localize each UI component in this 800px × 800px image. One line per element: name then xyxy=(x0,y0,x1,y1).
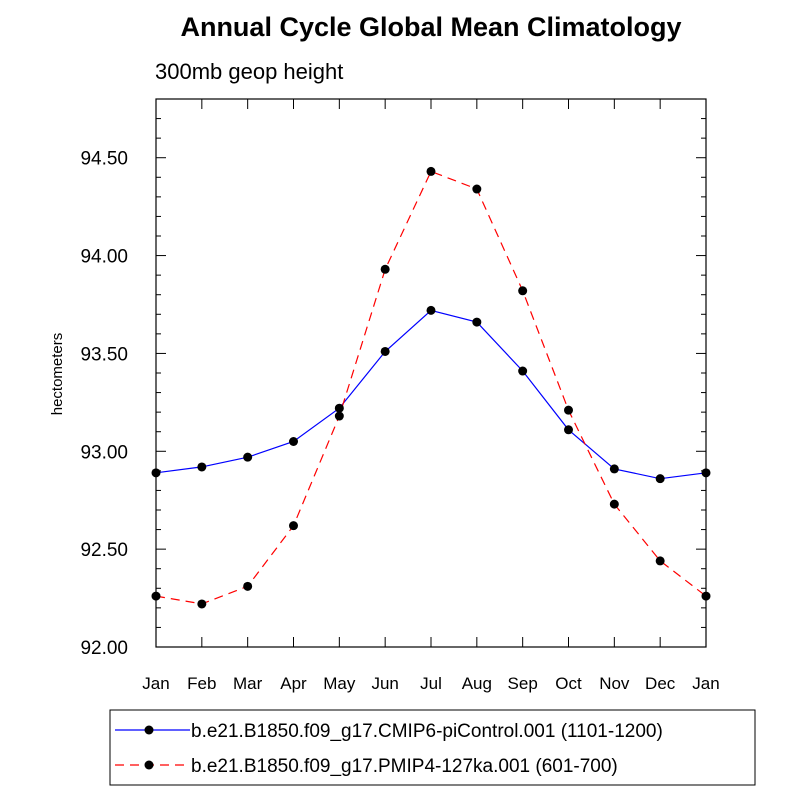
series-1-point xyxy=(655,556,665,566)
series-0-point xyxy=(609,464,619,474)
legend-box xyxy=(109,709,756,786)
series-1-point xyxy=(380,264,390,274)
y-tick-label: 92.00 xyxy=(80,638,128,659)
x-tick-label: Jan xyxy=(142,674,169,693)
x-tick-label: Jun xyxy=(371,674,398,693)
series-0-point xyxy=(426,305,436,315)
x-tick-label: Oct xyxy=(555,674,582,693)
series-1-point xyxy=(609,499,619,509)
x-tick-label: Jul xyxy=(420,674,442,693)
series-0-point xyxy=(380,346,390,356)
legend-marker-control xyxy=(144,725,154,735)
series-line-0 xyxy=(155,309,707,480)
plot-frame xyxy=(155,98,707,648)
x-tick-label: Jan xyxy=(692,674,719,693)
series-1-point xyxy=(518,286,528,296)
series-0-point xyxy=(518,366,528,376)
series-1-point xyxy=(426,166,436,176)
x-tick-label: Nov xyxy=(599,674,630,693)
legend: b.e21.B1850.f09_g17.CMIP6-piControl.001 … xyxy=(109,709,756,786)
series-1-point xyxy=(289,521,298,531)
series-1-point xyxy=(334,411,344,421)
y-tick-label: 92.50 xyxy=(80,540,128,561)
y-tick-label: 94.00 xyxy=(80,247,128,268)
series-line-1 xyxy=(155,170,707,605)
legend-label-127ka: b.e21.B1850.f09_g17.PMIP4-127ka.001 (601… xyxy=(191,756,618,777)
x-tick-label: Mar xyxy=(233,674,263,693)
legend-label-control: b.e21.B1850.f09_g17.CMIP6-piControl.001 … xyxy=(191,721,663,742)
series-0-point xyxy=(334,403,344,413)
series-0-point xyxy=(564,425,573,435)
x-tick-label: Dec xyxy=(645,674,676,693)
x-tick-label: May xyxy=(323,674,356,693)
series-0-point xyxy=(472,317,482,327)
series-0-point xyxy=(197,462,207,472)
x-tick-label: Sep xyxy=(508,674,538,693)
y-tick-label: 93.00 xyxy=(80,442,128,463)
y-axis-label: hectometers xyxy=(49,333,66,416)
series-1-point xyxy=(197,599,207,609)
series-0-point xyxy=(243,452,253,462)
series-1-point xyxy=(243,581,253,591)
y-tick-label: 94.50 xyxy=(80,149,128,170)
series-1-point xyxy=(564,405,573,415)
series-0-point xyxy=(655,474,665,484)
y-tick-label: 93.50 xyxy=(80,344,128,365)
chart-subtitle: 300mb geop height xyxy=(155,59,343,84)
legend-marker-127ka xyxy=(144,760,154,770)
x-tick-label: Feb xyxy=(187,674,216,693)
x-tick-label: Aug xyxy=(462,674,492,693)
axis-ticks: 92.00 92.50 93.00 93.50 94.00 94.50 Jan Feb Mar A… xyxy=(80,98,720,693)
series-0-point xyxy=(289,437,298,446)
x-tick-label: Apr xyxy=(280,674,307,693)
series-layer xyxy=(151,166,711,609)
series-1-point xyxy=(472,184,482,194)
chart-title: Annual Cycle Global Mean Climatology xyxy=(180,12,681,42)
